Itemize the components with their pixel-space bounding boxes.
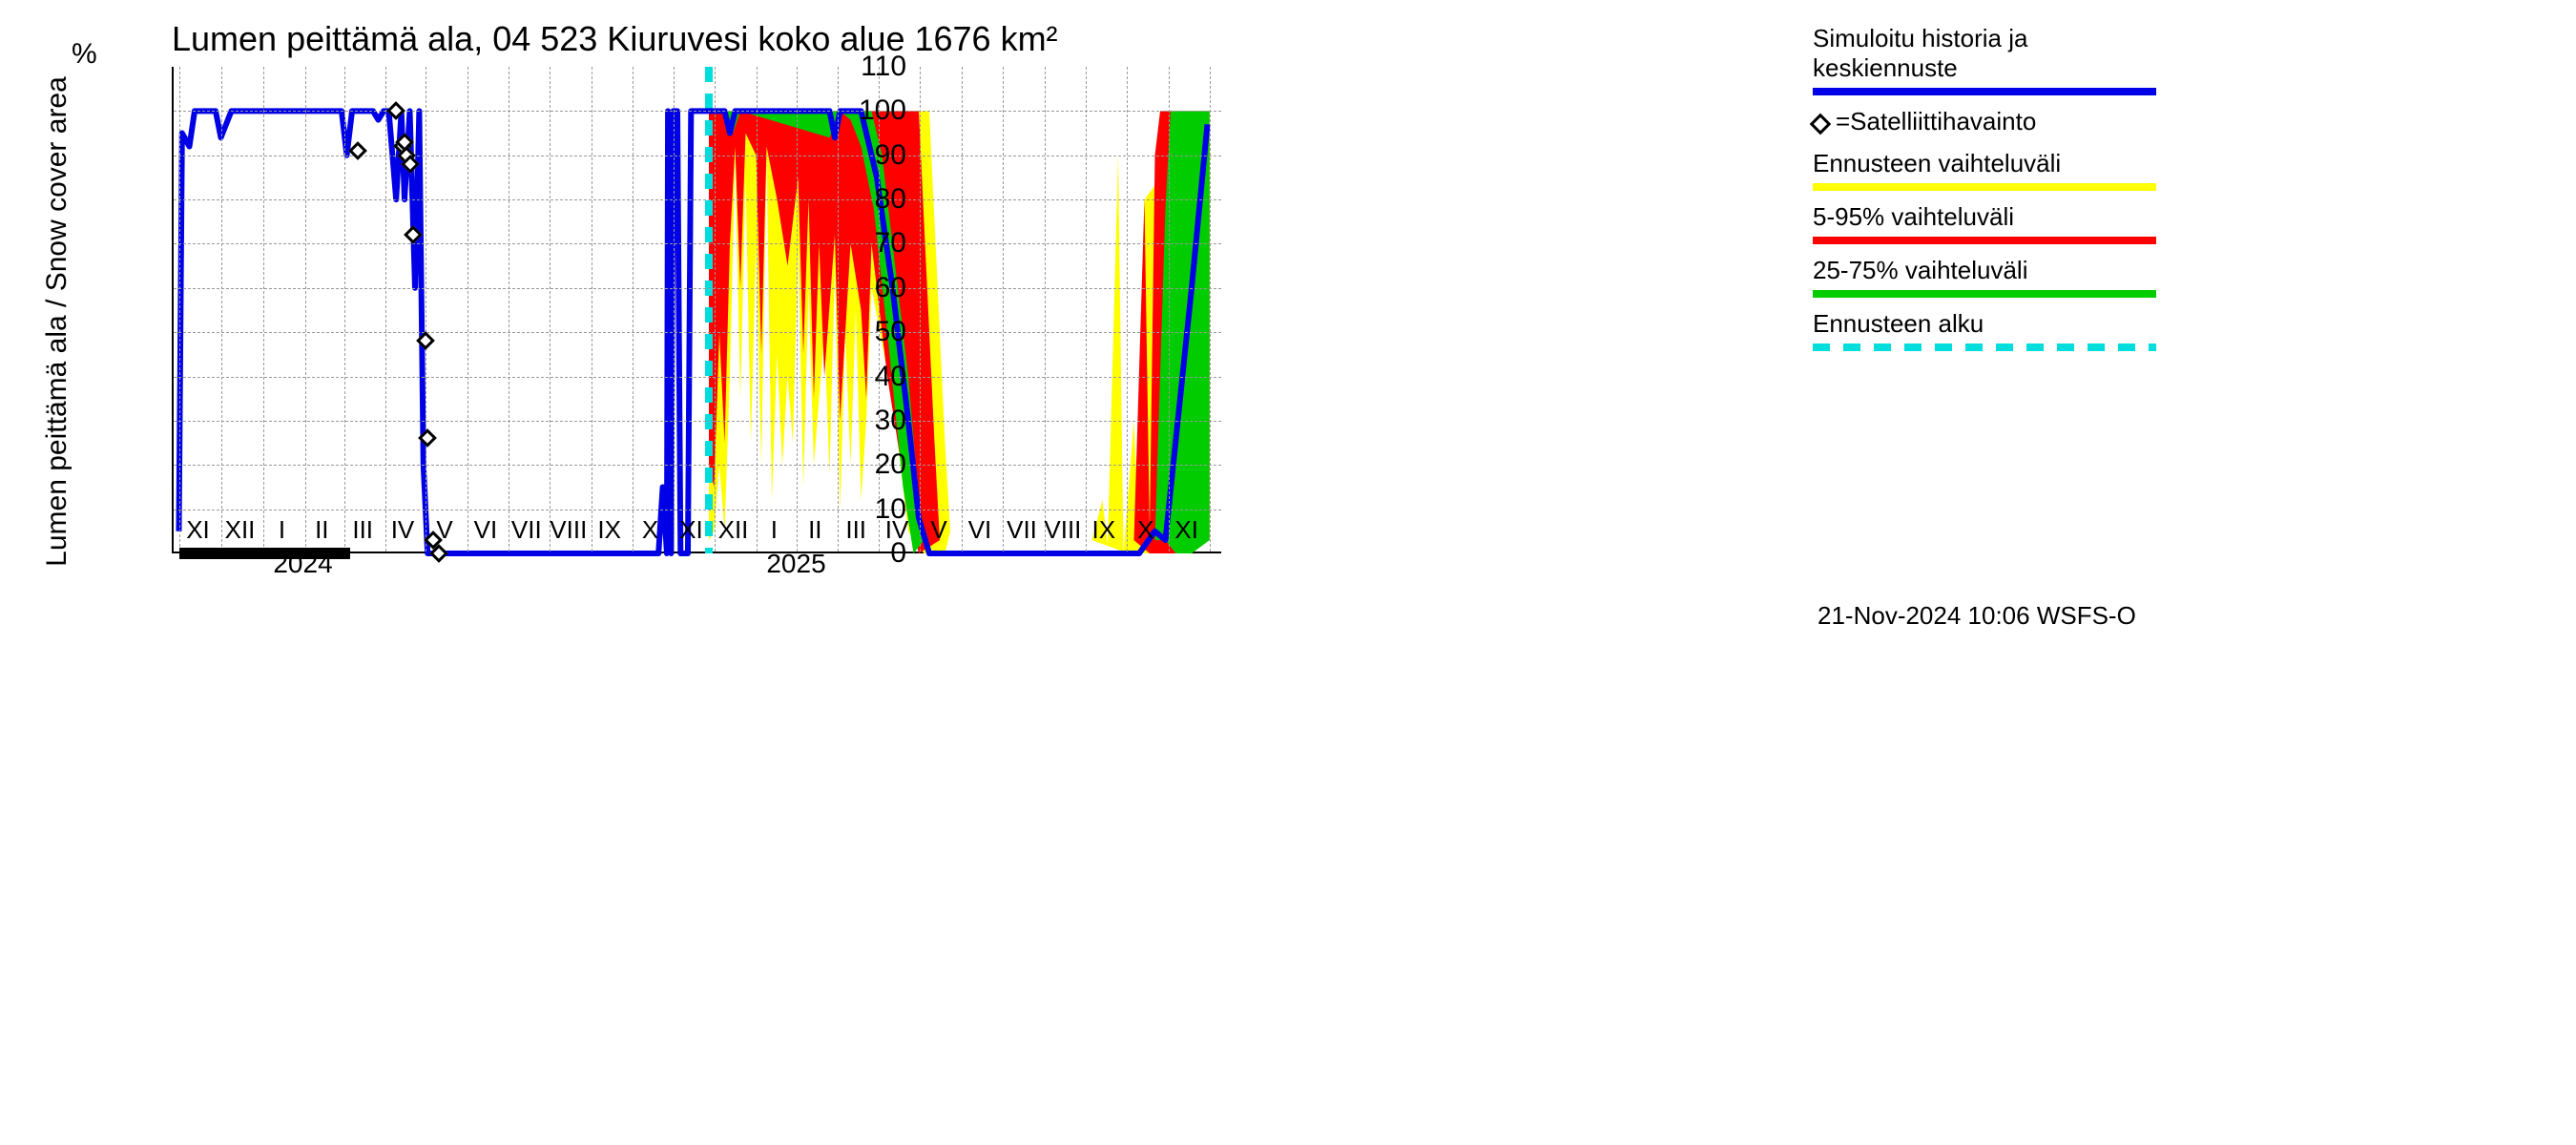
grid-line-v	[1210, 67, 1211, 552]
y-tick-label: 40	[830, 361, 906, 393]
x-tick-label: X	[642, 515, 658, 545]
x-tick-label: IX	[1092, 515, 1116, 545]
legend-label: 25-75% vaihteluväli	[1813, 256, 2175, 285]
legend-swatch	[1813, 290, 2156, 298]
grid-line-v	[757, 67, 758, 552]
x-tick-label: XI	[186, 515, 210, 545]
chart-title: Lumen peittämä ala, 04 523 Kiuruvesi kok…	[172, 19, 1058, 59]
grid-line-v	[550, 67, 551, 552]
y-axis-label: Lumen peittämä ala / Snow cover area	[41, 35, 73, 608]
legend-label: =Satelliittihavainto	[1836, 107, 2036, 135]
grid-line-v	[715, 67, 716, 552]
plot-area	[172, 67, 1221, 553]
x-tick-label: III	[845, 515, 866, 545]
year-label: 2025	[766, 549, 825, 579]
chart-container: Lumen peittämä ala, 04 523 Kiuruvesi kok…	[76, 19, 1870, 611]
y-tick-label: 50	[830, 316, 906, 348]
grid-line-h	[174, 288, 1221, 289]
grid-line-v	[962, 67, 963, 552]
grid-line-v	[305, 67, 306, 552]
legend-item: =Satelliittihavainto	[1813, 107, 2175, 136]
x-tick-label: II	[315, 515, 328, 545]
grid-line-h	[174, 111, 1221, 112]
grid-line-h	[174, 243, 1221, 244]
x-tick-label: II	[808, 515, 821, 545]
x-tick-label: I	[771, 515, 778, 545]
grid-line-h	[174, 199, 1221, 200]
legend-item: Ennusteen vaihteluväli	[1813, 149, 2175, 191]
grid-line-v	[221, 67, 222, 552]
y-tick-label: 100	[830, 94, 906, 127]
legend-label: Simuloitu historia ja keskiennuste	[1813, 24, 2175, 83]
legend-item: 25-75% vaihteluväli	[1813, 256, 2175, 298]
x-tick-label: VIII	[1044, 515, 1081, 545]
x-tick-label: VI	[474, 515, 498, 545]
grid-line-v	[797, 67, 798, 552]
diamond-icon	[1810, 113, 1832, 135]
grid-line-v	[1169, 67, 1170, 552]
x-tick-label: X	[1137, 515, 1153, 545]
year-label: 2024	[273, 549, 332, 579]
footer-timestamp: 21-Nov-2024 10:06 WSFS-O	[1818, 601, 2136, 631]
legend-item: 5-95% vaihteluväli	[1813, 202, 2175, 244]
grid-line-h	[174, 332, 1221, 333]
x-tick-label: VII	[1007, 515, 1037, 545]
legend-swatch	[1813, 344, 2156, 351]
y-axis-unit: %	[72, 38, 97, 71]
grid-line-v	[179, 67, 180, 552]
legend: Simuloitu historia ja keskiennuste =Satel…	[1813, 24, 2175, 363]
x-tick-label: III	[352, 515, 373, 545]
grid-line-v	[1086, 67, 1087, 552]
grid-line-h	[174, 421, 1221, 422]
x-tick-label: IV	[885, 515, 909, 545]
grid-line-v	[1003, 67, 1004, 552]
legend-label: 5-95% vaihteluväli	[1813, 202, 2175, 232]
y-tick-label: 60	[830, 272, 906, 304]
x-tick-label: XI	[679, 515, 703, 545]
legend-swatch	[1813, 183, 2156, 191]
legend-label: Ennusteen vaihteluväli	[1813, 149, 2175, 178]
x-tick-label: IV	[391, 515, 415, 545]
x-tick-label: VII	[511, 515, 542, 545]
y-tick-label: 20	[830, 448, 906, 481]
x-tick-label: IX	[597, 515, 621, 545]
y-tick-label: 70	[830, 227, 906, 260]
grid-line-v	[344, 67, 345, 552]
grid-line-v	[467, 67, 468, 552]
y-tick-label: 90	[830, 139, 906, 172]
grid-line-h	[174, 377, 1221, 378]
x-tick-label: I	[279, 515, 285, 545]
plot-svg	[174, 67, 1223, 553]
grid-line-v	[385, 67, 386, 552]
grid-line-h	[174, 465, 1221, 466]
x-tick-label: VI	[968, 515, 992, 545]
grid-line-v	[633, 67, 634, 552]
x-tick-label: VIII	[550, 515, 587, 545]
grid-line-v	[1045, 67, 1046, 552]
grid-line-v	[1127, 67, 1128, 552]
x-tick-label: V	[930, 515, 946, 545]
legend-item: Simuloitu historia ja keskiennuste	[1813, 24, 2175, 95]
grid-line-v	[263, 67, 264, 552]
legend-item: Ennusteen alku	[1813, 309, 2175, 351]
x-tick-label: XII	[225, 515, 256, 545]
legend-swatch	[1813, 88, 2156, 95]
y-tick-label: 80	[830, 183, 906, 216]
y-tick-label: 30	[830, 405, 906, 437]
legend-swatch	[1813, 237, 2156, 244]
grid-line-v	[674, 67, 675, 552]
x-tick-label: XII	[718, 515, 749, 545]
y-tick-label: 110	[830, 51, 906, 83]
legend-label: Ennusteen alku	[1813, 309, 2175, 339]
x-tick-label: XI	[1174, 515, 1198, 545]
grid-line-v	[920, 67, 921, 552]
x-tick-label: V	[436, 515, 452, 545]
